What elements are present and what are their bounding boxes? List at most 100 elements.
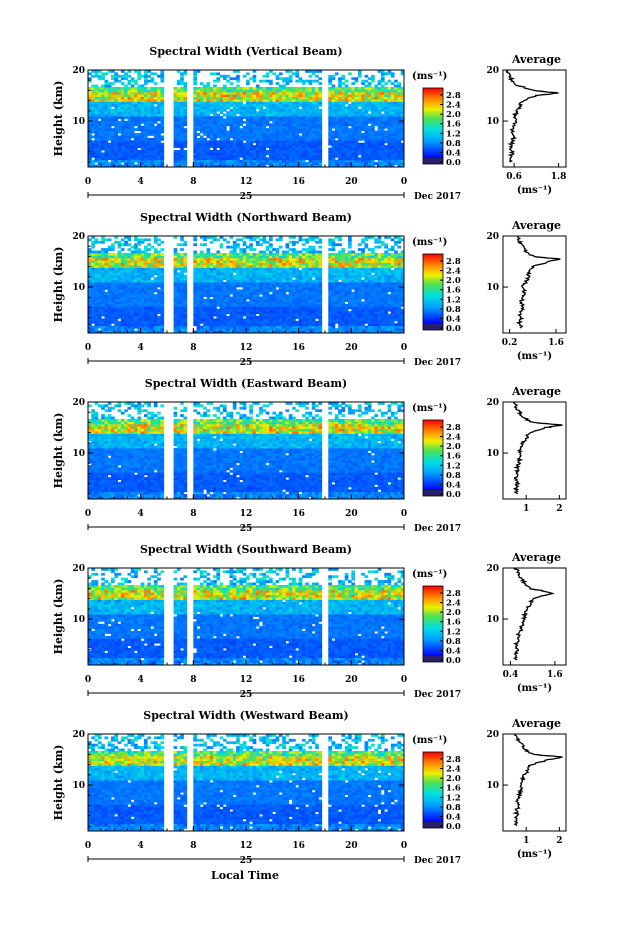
heatmap-cell (249, 326, 253, 329)
heatmap-cell (118, 92, 122, 95)
heatmap-cell (98, 258, 102, 261)
heatmap-cell (98, 104, 102, 107)
heatmap-cell (144, 145, 148, 148)
heatmap-cell (269, 275, 273, 278)
heatmap-cell (88, 87, 92, 90)
heatmap-cell (151, 272, 155, 275)
heatmap-cell (118, 80, 122, 83)
heatmap-cell (239, 265, 243, 268)
heatmap-cell (289, 157, 293, 160)
heatmap-cell (302, 123, 306, 126)
heatmap-cell (279, 157, 283, 160)
heatmap-cell (147, 275, 151, 278)
heatmap-cell (394, 140, 398, 143)
heatmap-cell (276, 150, 280, 153)
heatmap-cell (124, 116, 128, 119)
heatmap-cell (397, 99, 401, 102)
colorbar-tick-label: 0.0 (446, 158, 461, 168)
heatmap-cell (101, 97, 105, 100)
heatmap-cell (134, 318, 138, 321)
heatmap-cell (259, 80, 263, 83)
heatmap-cell (249, 145, 253, 148)
heatmap-cell (207, 99, 211, 102)
heatmap-cell (282, 128, 286, 131)
heatmap-cell (203, 89, 207, 92)
heatmap-cell (216, 275, 220, 278)
heatmap-cell (114, 270, 118, 273)
heatmap-cell (118, 160, 122, 163)
heatmap-cell (207, 321, 211, 324)
heatmap-cell (256, 270, 260, 273)
heatmap-cell (118, 94, 122, 97)
heatmap-cell (266, 138, 270, 141)
heatmap-cell (315, 80, 319, 83)
heatmap-cell (101, 253, 105, 256)
heatmap-cell (183, 323, 187, 326)
heatmap-cell (177, 277, 181, 280)
heatmap-cell (151, 318, 155, 321)
heatmap-cell (128, 277, 132, 280)
heatmap-cell (213, 133, 217, 136)
heatmap-cell (269, 116, 273, 119)
heatmap-cell (272, 106, 276, 109)
heatmap-cell (299, 121, 303, 124)
heatmap-cell (391, 131, 395, 134)
heatmap-cell (108, 297, 112, 300)
heatmap-cell (328, 148, 332, 151)
heatmap-cell (180, 102, 184, 105)
heatmap-cell (131, 155, 135, 158)
heatmap-cell (197, 326, 201, 329)
heatmap-cell (279, 126, 283, 129)
average-y-tick-label: 10 (486, 117, 499, 127)
heatmap-cell (91, 263, 95, 266)
heatmap-cell (262, 301, 266, 304)
heatmap-cell (226, 326, 230, 329)
heatmap-cell (197, 306, 201, 309)
heatmap-cell (174, 150, 178, 153)
heatmap-cell (365, 145, 369, 148)
heatmap-cell (249, 135, 253, 138)
heatmap-cell (180, 289, 184, 292)
heatmap-cell (197, 162, 201, 165)
heatmap-cell (259, 94, 263, 97)
heatmap-cell (147, 160, 151, 163)
heatmap-cell (104, 309, 108, 312)
heatmap-cell (318, 111, 322, 114)
heatmap-cell (101, 314, 105, 317)
heatmap-cell (332, 87, 336, 90)
heatmap-cell (101, 248, 105, 251)
heatmap-cell (368, 116, 372, 119)
heatmap-cell (118, 89, 122, 92)
heatmap-cell (141, 326, 145, 329)
heatmap-cell (193, 121, 197, 124)
heatmap-cell (104, 82, 108, 85)
heatmap-cell (160, 318, 164, 321)
heatmap-cell (348, 111, 352, 114)
heatmap-cell (305, 119, 309, 122)
heatmap-cell (108, 306, 112, 309)
heatmap-cell (137, 248, 141, 251)
heatmap-cell (312, 133, 316, 136)
heatmap-cell (157, 126, 161, 129)
heatmap-cell (223, 104, 227, 107)
heatmap-cell (183, 138, 187, 141)
heatmap-cell (124, 140, 128, 143)
heatmap-cell (348, 143, 352, 146)
heatmap-cell (361, 94, 365, 97)
heatmap-cell (151, 260, 155, 263)
heatmap-cell (124, 294, 128, 297)
heatmap-cell (269, 126, 273, 129)
heatmap-cell (95, 97, 99, 100)
heatmap-cell (216, 104, 220, 107)
heatmap-cell (207, 97, 211, 100)
heatmap-cell (203, 311, 207, 314)
heatmap-cell (144, 116, 148, 119)
heatmap-cell (262, 148, 266, 151)
heatmap-cell (101, 160, 105, 163)
heatmap-cell (236, 109, 240, 112)
heatmap-cell (282, 89, 286, 92)
heatmap-cell (213, 94, 217, 97)
heatmap-cell (216, 265, 220, 268)
heatmap-cell (246, 277, 250, 280)
heatmap-cell (118, 102, 122, 105)
